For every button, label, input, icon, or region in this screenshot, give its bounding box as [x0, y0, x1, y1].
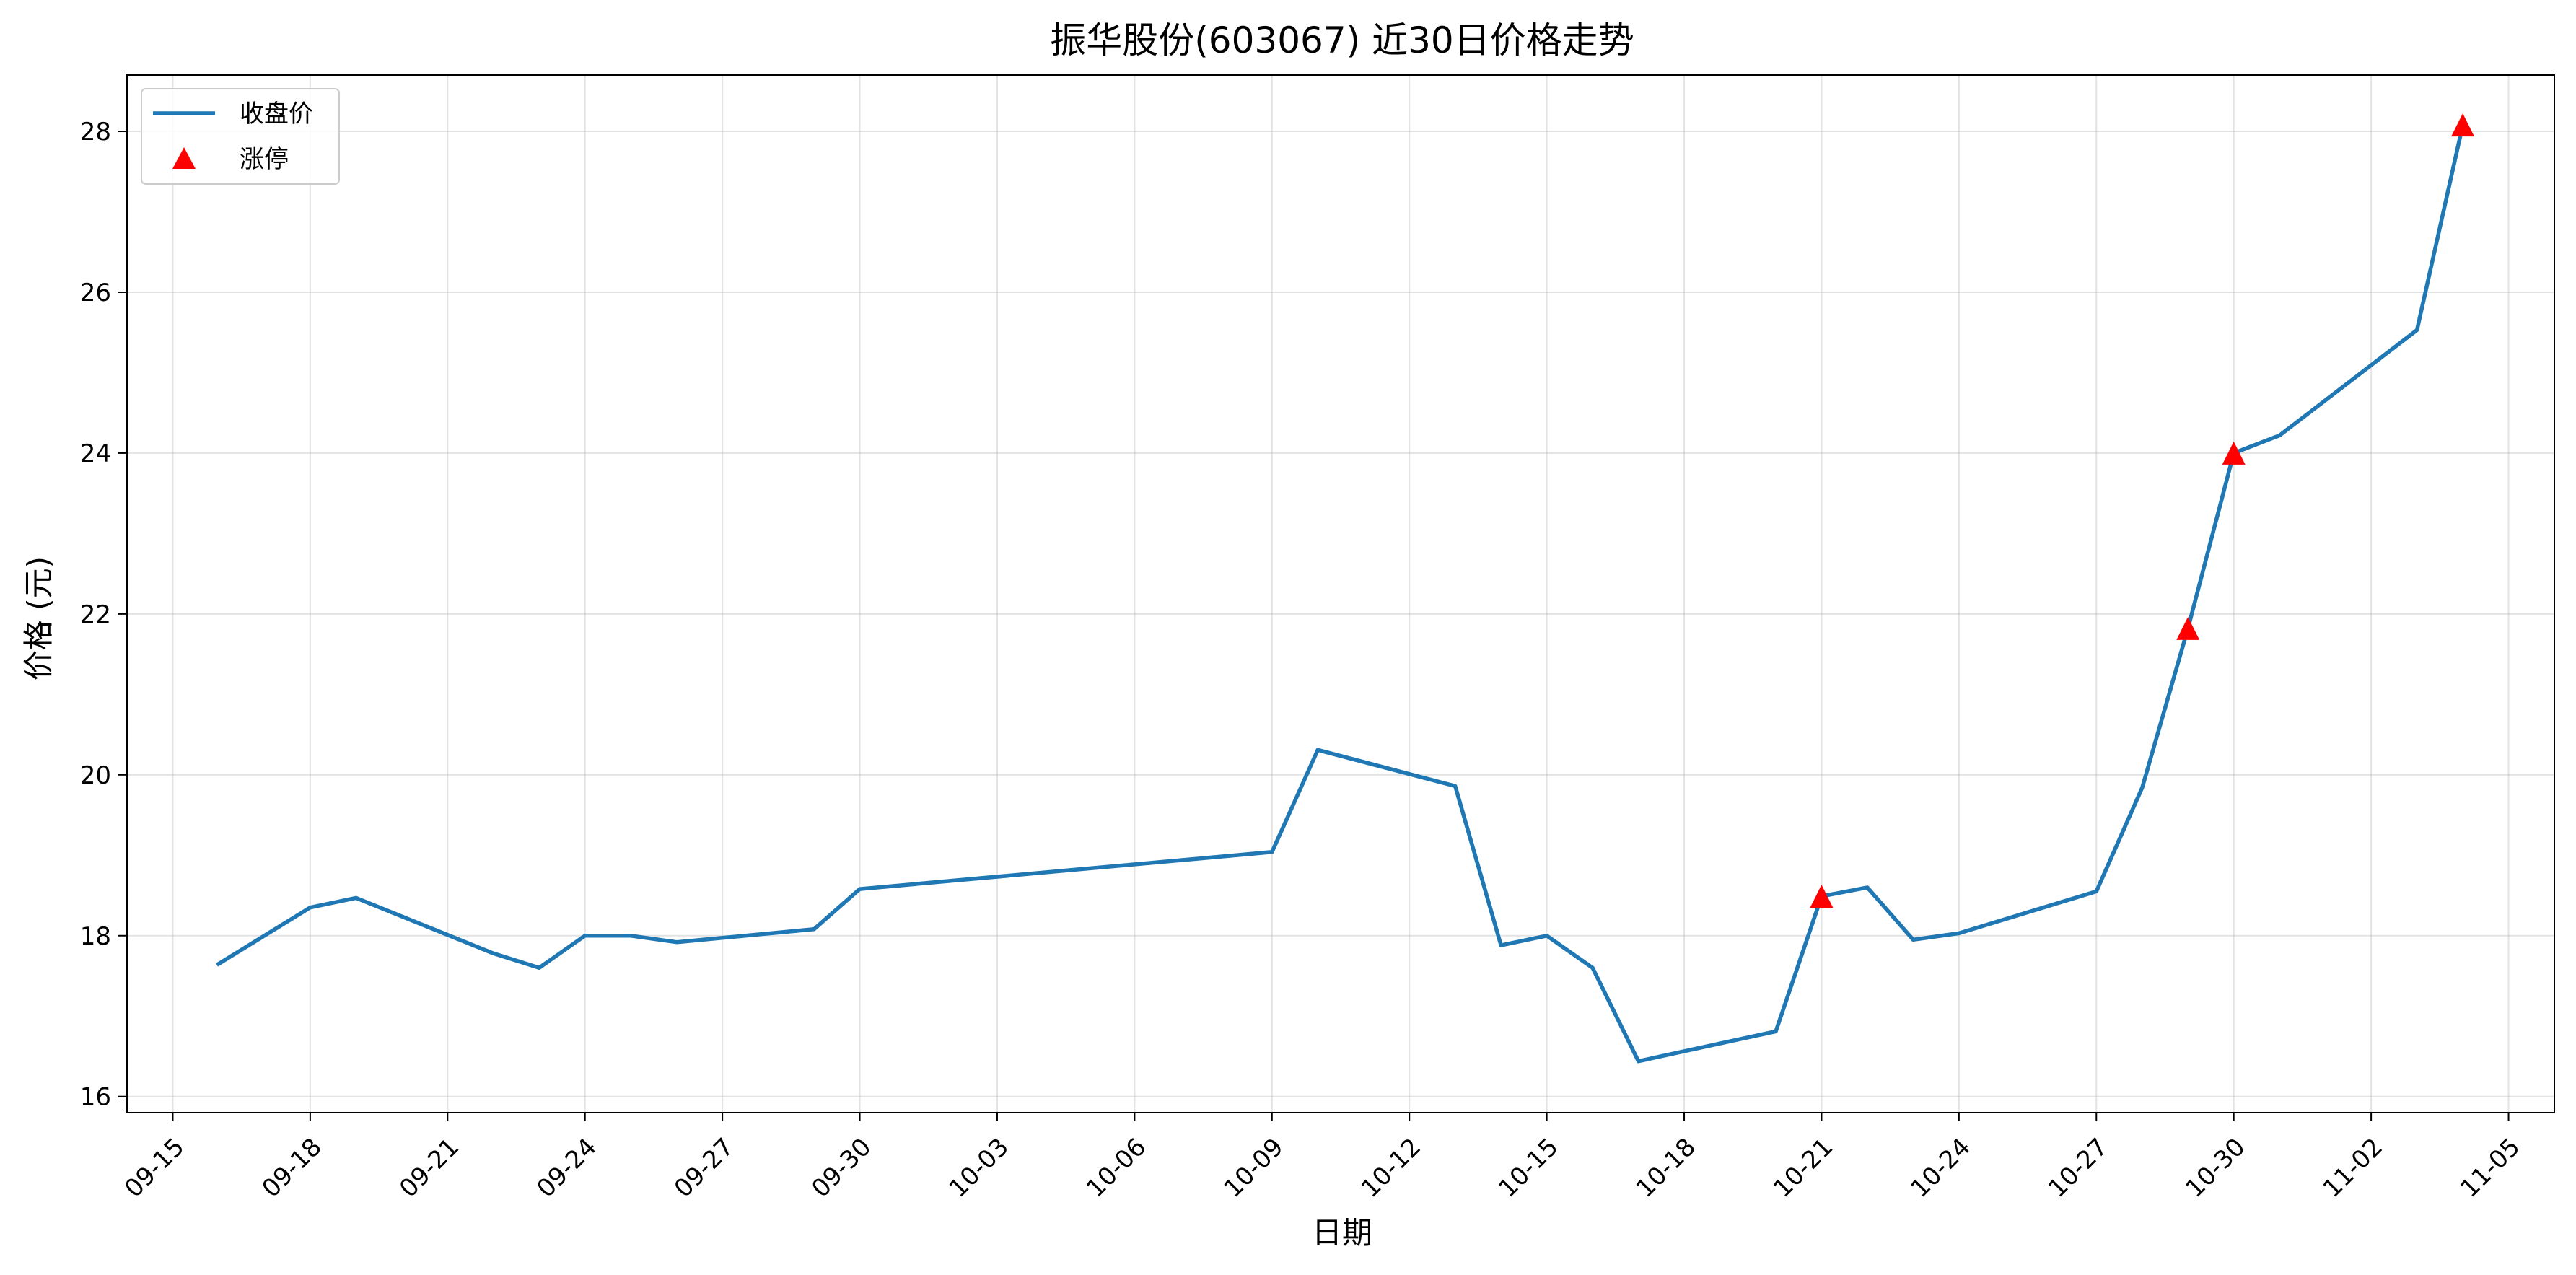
y-tick-label: 22: [80, 600, 111, 629]
legend-label: 收盘价: [240, 100, 313, 128]
y-tick-label: 24: [80, 439, 111, 468]
legend-label: 涨停: [240, 145, 289, 174]
legend-marker-swatch: [172, 147, 196, 169]
limit-up-marker: [2222, 441, 2246, 465]
limit-up-marker: [2451, 113, 2475, 137]
y-axis-label: 价格 (元): [21, 556, 56, 680]
chart-title: 振华股份(603067) 近30日价格走势: [1050, 19, 1634, 61]
y-tick-label: 28: [80, 118, 111, 146]
y-tick-label: 20: [80, 761, 111, 790]
series: [216, 113, 2475, 1064]
y-tick-label: 16: [80, 1083, 111, 1112]
close-price-line: [216, 122, 2466, 1064]
limit-up-marker: [2176, 616, 2200, 640]
limit-up-marker: [1810, 885, 1834, 908]
grid: [127, 75, 2554, 1113]
y-tick-label: 26: [80, 279, 111, 307]
plot-frame: [126, 74, 2555, 1113]
y-tick-label: 18: [80, 922, 111, 951]
x-axis-label: 日期: [1312, 1215, 1372, 1250]
